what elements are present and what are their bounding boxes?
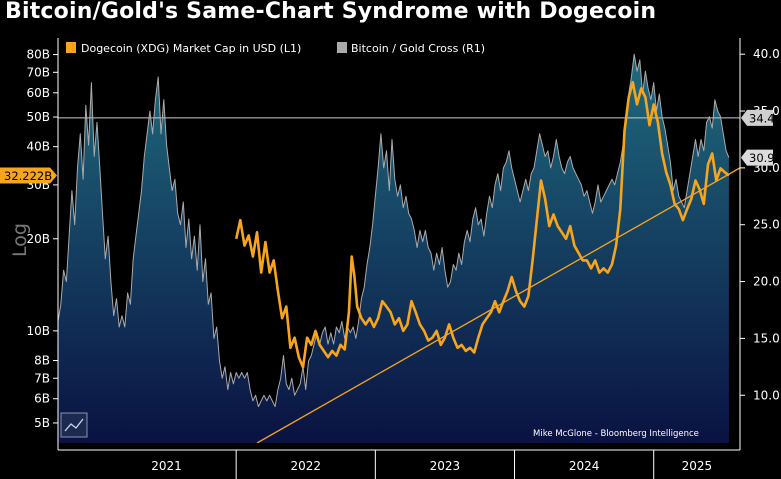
dogecoin-badge-pointer — [50, 167, 57, 184]
btc-gold-last-value-badge — [741, 149, 773, 166]
left-tick-label: 10B — [26, 324, 50, 338]
right-tick-label: 15.0 — [753, 331, 780, 345]
left-tick-label: 40B — [26, 140, 50, 154]
chart-button-glyph — [64, 418, 84, 432]
x-tick-label: 2022 — [290, 459, 321, 473]
left-tick-label: 70B — [26, 65, 50, 79]
right-tick-label: 10.0 — [753, 388, 780, 402]
right-tick-label: 25.0 — [753, 218, 780, 232]
left-tick-label: 60B — [26, 86, 50, 100]
reference-value-label: 34.4 — [749, 111, 775, 125]
x-tick-label: 2024 — [569, 459, 600, 473]
left-tick-label: 7B — [34, 371, 50, 385]
legend-swatch-btc-gold — [337, 42, 347, 53]
series-line-dogecoin — [234, 80, 730, 369]
legend-label-btc-gold: Bitcoin / Gold Cross (R1) — [351, 42, 485, 55]
legend-label-dogecoin: Dogecoin (XDG) Market Cap in USD (L1) — [81, 42, 301, 55]
legend-box — [60, 37, 506, 59]
left-axis-label: Log — [9, 223, 31, 257]
x-tick-label: 2021 — [151, 459, 182, 473]
chart-credit: Mike McGlone - Bloomberg Intelligence — [533, 429, 699, 439]
chart-title: Bitcoin/Gold's Same-Chart Syndrome with … — [5, 0, 657, 24]
btc-gold-area — [58, 54, 729, 443]
reference-value-badge — [741, 109, 773, 126]
dogecoin-last-value-label: 32.222B — [4, 169, 52, 183]
x-tick-label: 2025 — [682, 459, 713, 473]
left-tick-label: 5B — [34, 416, 50, 430]
btc-gold-last-value-label: 30.9 — [749, 151, 775, 165]
right-tick-label: 20.0 — [753, 275, 780, 289]
series-line-btc-gold — [58, 53, 730, 408]
left-tick-label: 20B — [26, 232, 50, 246]
left-tick-label: 50B — [26, 110, 50, 124]
chart-line-icon[interactable] — [60, 412, 88, 438]
x-tick-label: 2023 — [430, 459, 461, 473]
dogecoin-last-value-badge — [0, 167, 50, 184]
chart-button-frame[interactable] — [60, 412, 88, 438]
legend-swatch-dogecoin — [66, 42, 76, 53]
right-tick-label: 40.0 — [753, 47, 780, 61]
left-tick-label: 80B — [26, 48, 50, 62]
left-tick-label: 6B — [34, 392, 50, 406]
left-tick-label: 8B — [34, 354, 50, 368]
support-trendline — [256, 167, 740, 443]
